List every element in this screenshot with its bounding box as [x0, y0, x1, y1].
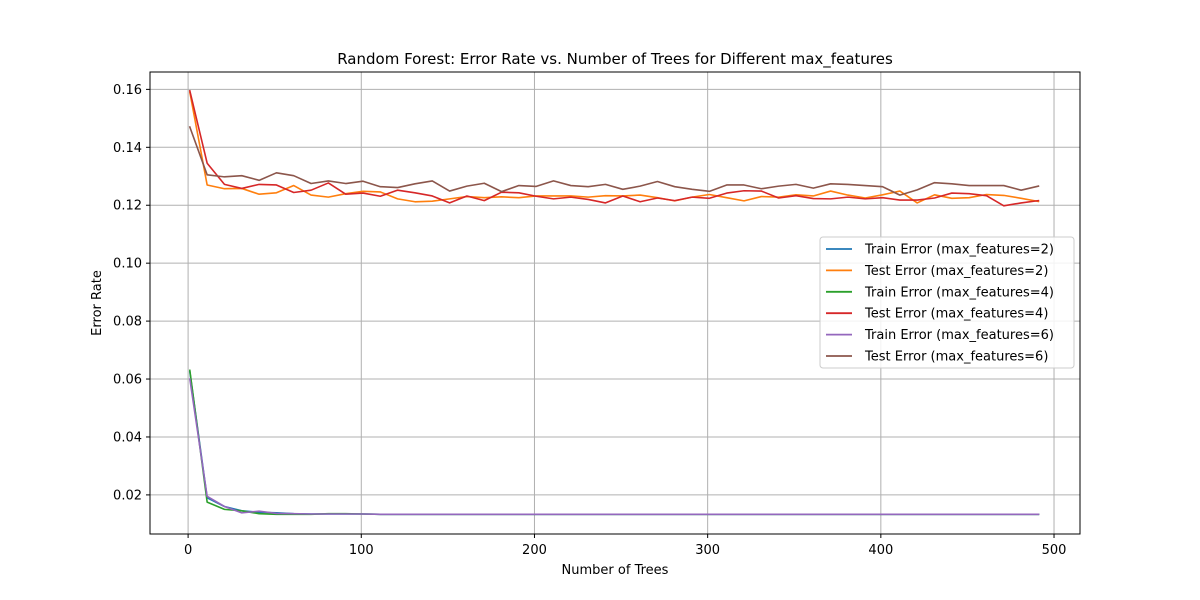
legend-item: Test Error (max_features=4) [826, 307, 1048, 322]
y-tick-label: 0.14 [113, 141, 142, 156]
plot-frame [149, 71, 1081, 535]
y-axis-ticks: 0.02 0.04 0.06 0.08 0.10 0.12 0.14 0.16 [113, 83, 150, 503]
series-line-5 [188, 378, 1040, 516]
y-tick-label: 0.16 [113, 83, 142, 98]
legend-item: Train Error (max_features=4) [826, 285, 1054, 300]
series-group [188, 89, 1040, 516]
legend-label: Train Error (max_features=6) [864, 328, 1054, 343]
x-axis-ticks: 0 100 200 300 400 500 [184, 534, 1066, 558]
legend-label: Test Error (max_features=4) [864, 307, 1048, 322]
y-tick-label: 0.12 [113, 199, 142, 214]
y-tick-label: 0.04 [113, 430, 142, 445]
legend-box [819, 236, 1075, 369]
series-line-2 [188, 91, 1040, 204]
legend-item: Train Error (max_features=6) [826, 328, 1054, 343]
legend-item: Train Error (max_features=2) [826, 243, 1054, 258]
y-axis-label: Error Rate [90, 270, 105, 336]
x-tick-label: 400 [868, 543, 893, 558]
x-tick-label: 500 [1042, 543, 1067, 558]
x-axis-label: Number of Trees [562, 563, 669, 578]
legend-label: Test Error (max_features=2) [864, 264, 1048, 279]
x-tick-label: 100 [349, 543, 374, 558]
series-line-4 [188, 89, 1040, 207]
chart-title: Random Forest: Error Rate vs. Number of … [337, 50, 893, 69]
series-line-6 [188, 126, 1040, 196]
y-tick-label: 0.10 [113, 257, 142, 272]
legend: Train Error (max_features=2) Test Error (… [819, 236, 1075, 369]
legend-item: Test Error (max_features=2) [826, 264, 1048, 279]
x-tick-label: 200 [522, 543, 547, 558]
y-tick-label: 0.08 [113, 315, 142, 330]
legend-label: Test Error (max_features=6) [864, 350, 1048, 365]
x-tick-label: 300 [695, 543, 720, 558]
y-tick-label: 0.02 [113, 488, 142, 503]
legend-label: Train Error (max_features=2) [864, 243, 1054, 258]
y-tick-label: 0.06 [113, 373, 142, 388]
x-tick-label: 0 [184, 543, 192, 558]
legend-label: Train Error (max_features=4) [864, 285, 1054, 300]
legend-item: Test Error (max_features=6) [826, 350, 1048, 365]
